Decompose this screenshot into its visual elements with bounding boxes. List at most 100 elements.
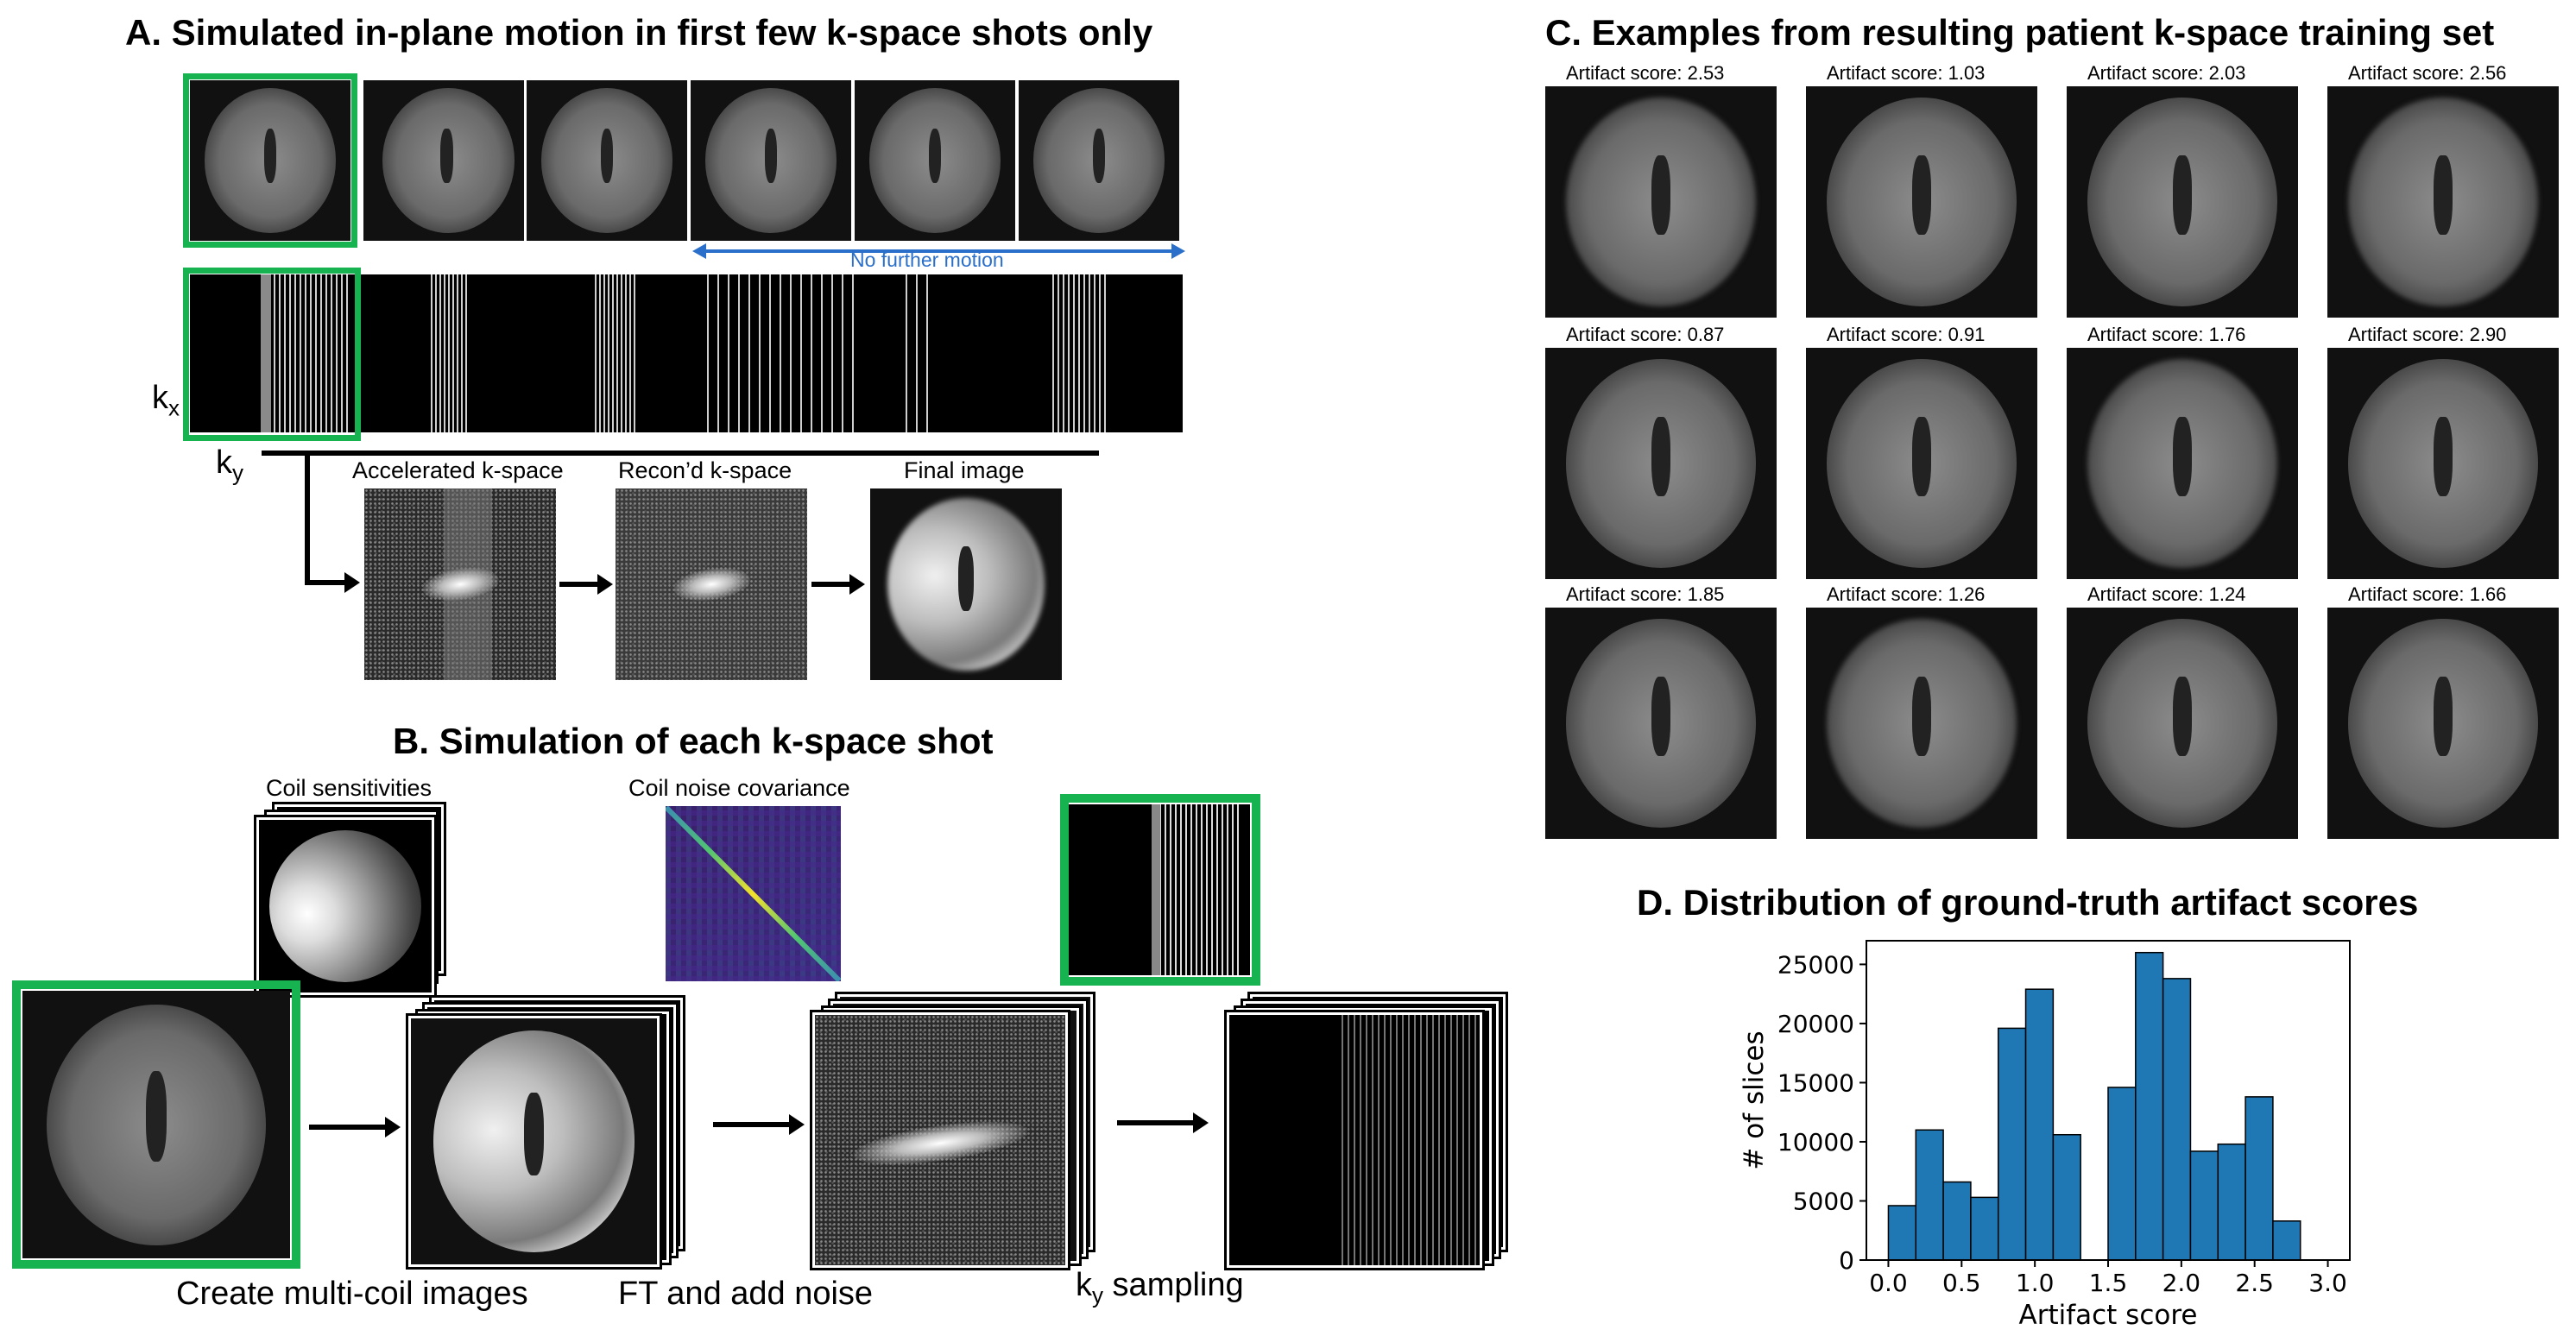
histogram-bar — [2135, 951, 2164, 1261]
kx-k: k — [152, 380, 168, 416]
y-tick-label: 15000 — [1777, 1068, 1854, 1097]
y-tick-label: 0 — [1839, 1246, 1854, 1275]
example-score-label: Artifact score: 0.91 — [1827, 324, 1986, 345]
example-brain-image — [2067, 608, 2298, 839]
example-score-label: Artifact score: 1.85 — [1566, 583, 1725, 605]
example-brain-image — [1806, 348, 2037, 579]
kx-axis-label: kx — [152, 380, 180, 422]
step-arrow-2 — [713, 1114, 805, 1135]
histogram-bar — [1970, 1196, 1999, 1261]
flow-arrow-2 — [559, 574, 613, 595]
example-score-label: Artifact score: 2.56 — [2348, 62, 2507, 84]
recon-kspace-image — [616, 488, 807, 680]
motion-frame-4 — [691, 80, 851, 241]
motion-frame-1 — [190, 80, 350, 241]
histogram-bar — [2162, 978, 2192, 1261]
ky-k: k — [216, 444, 232, 481]
sampling-mask-highlight — [1060, 794, 1260, 986]
ky-sampling-rest: sampling — [1103, 1267, 1244, 1303]
coil-noise-covariance-label: Coil noise covariance — [628, 775, 850, 801]
histogram-bar — [2245, 1096, 2274, 1261]
example-score-label: Artifact score: 2.90 — [2348, 324, 2507, 345]
y-tick-label: 10000 — [1777, 1128, 1854, 1156]
panel-b-title: B. Simulation of each k-space shot — [393, 721, 994, 761]
ky-sub: y — [232, 459, 243, 486]
example-brain-image — [1545, 348, 1777, 579]
no-further-motion-label: No further motion — [850, 249, 1004, 271]
ky-axis-label: ky — [216, 444, 243, 487]
coil-noise-covariance-matrix — [666, 806, 841, 981]
y-tick-label: 20000 — [1777, 1010, 1854, 1038]
artifact-score-histogram: 0.0 0.5 1.0 1.5 2.0 2.5 3.0 0 5000 10000 15000 2000… — [1739, 940, 2351, 1329]
selected-frame-highlight — [183, 73, 357, 248]
histogram-bar — [2189, 1150, 2219, 1261]
example-score-label: Artifact score: 1.66 — [2348, 583, 2507, 605]
histogram-bar — [1887, 1205, 1917, 1261]
histogram-bar — [2107, 1087, 2137, 1261]
example-score-label: Artifact score: 1.26 — [1827, 583, 1986, 605]
coil-sensitivity-map — [259, 820, 432, 993]
sampling-mask-shot — [1069, 804, 1250, 975]
example-brain-image — [2067, 86, 2298, 318]
example-score-label: Artifact score: 2.03 — [2087, 62, 2246, 84]
x-tick-label: 2.5 — [2235, 1269, 2274, 1297]
histogram-bar — [2217, 1143, 2246, 1261]
coil-sensitivities-label: Coil sensitivities — [266, 775, 432, 801]
histogram-bar — [1997, 1027, 2027, 1261]
flow-down-line — [305, 451, 310, 585]
step-arrow-1 — [309, 1117, 401, 1137]
final-image — [870, 488, 1062, 680]
example-score-label: Artifact score: 0.87 — [1566, 324, 1725, 345]
example-score-label: Artifact score: 1.03 — [1827, 62, 1986, 84]
selected-shot-highlight — [183, 268, 361, 441]
no-motion-range-arrow — [692, 243, 1185, 259]
x-tick-label: 1.5 — [2089, 1269, 2128, 1297]
example-brain-image — [1545, 86, 1777, 318]
input-image-highlight — [12, 980, 300, 1269]
accelerated-kspace-label: Accelerated k-space — [352, 457, 564, 483]
x-tick-label: 0.0 — [1869, 1269, 1908, 1297]
ky-sampling-k: k — [1076, 1267, 1092, 1303]
accelerated-kspace-image — [364, 488, 556, 680]
example-brain-image — [1806, 608, 2037, 839]
y-axis-label: # of slices — [1739, 1030, 1770, 1169]
motion-frame-6 — [1019, 80, 1179, 241]
step-ft-noise-label: FT and add noise — [618, 1276, 874, 1312]
motion-frame-3 — [527, 80, 687, 241]
recon-kspace-label: Recon’d k-space — [618, 457, 792, 483]
ky-bracket-line — [262, 451, 1099, 456]
ky-sampling-sub: y — [1092, 1282, 1103, 1308]
multicoil-image — [411, 1018, 657, 1264]
panel-d-title: D. Distribution of ground-truth artifact… — [1637, 882, 2419, 923]
step-ky-sampling-label: ky sampling — [1076, 1267, 1244, 1309]
step-create-multicoil-label: Create multi-coil images — [176, 1276, 528, 1312]
x-tick-label: 1.0 — [2016, 1269, 2055, 1297]
kx-sub: x — [168, 394, 180, 421]
y-tick-label: 5000 — [1793, 1187, 1854, 1215]
example-brain-image — [2067, 348, 2298, 579]
example-brain-image — [2327, 86, 2559, 318]
noisy-kspace-image — [815, 1015, 1065, 1265]
histogram-bar — [2052, 1133, 2081, 1261]
example-score-label: Artifact score: 1.76 — [2087, 324, 2246, 345]
motion-frame-2 — [363, 80, 524, 241]
flow-arrow-3 — [811, 574, 865, 595]
x-tick-label: 2.0 — [2162, 1269, 2201, 1297]
example-brain-image — [1545, 608, 1777, 839]
histogram-bar — [1915, 1129, 1944, 1261]
x-tick-label: 3.0 — [2308, 1269, 2347, 1297]
histogram-bar — [2272, 1220, 2301, 1261]
histogram-bar — [1942, 1181, 1972, 1261]
example-brain-image — [2327, 608, 2559, 839]
final-image-label: Final image — [904, 457, 1025, 483]
sampled-kspace-image — [1229, 1015, 1480, 1265]
y-tick-label: 25000 — [1777, 950, 1854, 979]
example-brain-image — [1806, 86, 2037, 318]
input-brain-image — [22, 991, 290, 1258]
motion-frame-5 — [855, 80, 1015, 241]
x-axis-label: Artifact score — [2019, 1300, 2198, 1329]
flow-arrow-1 — [305, 572, 360, 593]
example-brain-image — [2327, 348, 2559, 579]
example-score-label: Artifact score: 2.53 — [1566, 62, 1725, 84]
panel-a-title: A. Simulated in-plane motion in first fe… — [125, 12, 1153, 53]
